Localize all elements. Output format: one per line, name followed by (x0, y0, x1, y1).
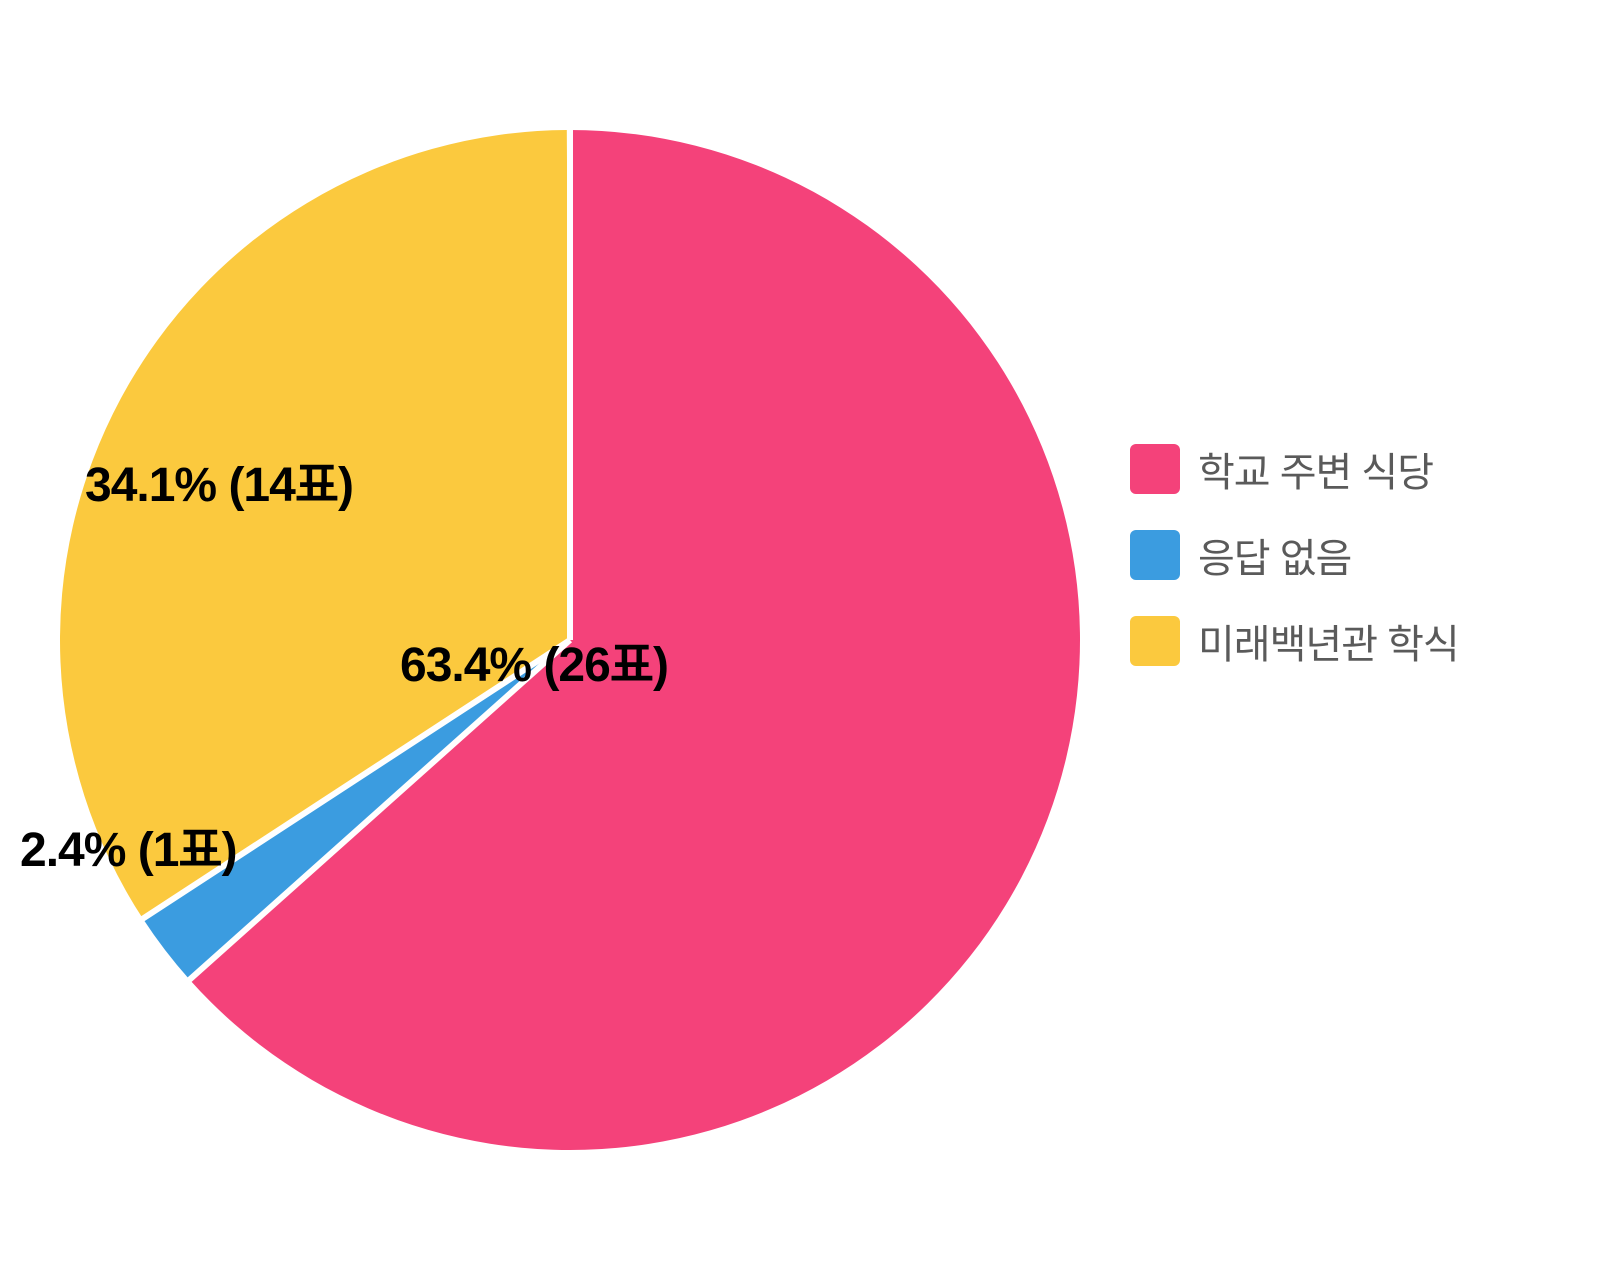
legend-label-2: 미래백년관 학식 (1198, 612, 1459, 670)
legend-swatch-2 (1130, 616, 1180, 666)
pie-chart-container: 학교 주변 식당응답 없음미래백년관 학식 63.4% (26표) 2.4% (1… (0, 0, 1600, 1275)
data-label-2: 34.1% (14표) (85, 445, 353, 515)
legend-item-1: 응답 없음 (1130, 526, 1459, 584)
legend-label-1: 응답 없음 (1198, 526, 1351, 584)
legend-label-0: 학교 주변 식당 (1198, 440, 1433, 498)
legend: 학교 주변 식당응답 없음미래백년관 학식 (1130, 440, 1459, 670)
legend-item-2: 미래백년관 학식 (1130, 612, 1459, 670)
legend-swatch-1 (1130, 530, 1180, 580)
legend-swatch-0 (1130, 444, 1180, 494)
data-label-1: 2.4% (1표) (20, 810, 237, 880)
legend-item-0: 학교 주변 식당 (1130, 440, 1459, 498)
data-label-0: 63.4% (26표) (400, 625, 668, 695)
